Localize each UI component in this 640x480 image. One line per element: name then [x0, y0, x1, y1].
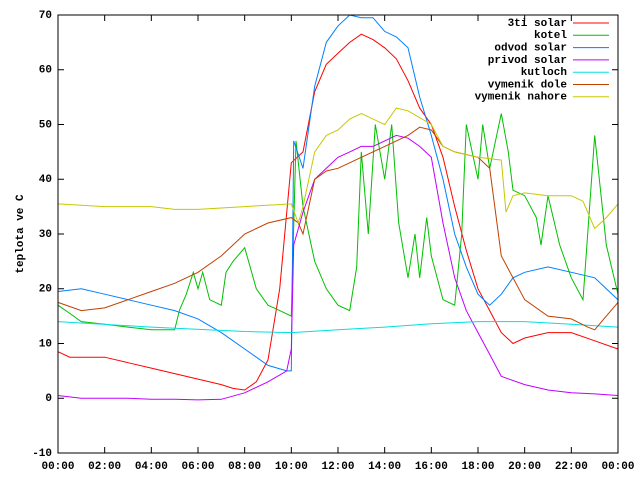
series-line	[57, 33, 619, 391]
plot-frame	[57, 14, 619, 454]
y-tick-label: 30	[39, 229, 52, 241]
legend-label: vymenik dole	[488, 79, 568, 91]
x-tick-label: 02:00	[88, 461, 121, 473]
legend-label: kutloch	[521, 67, 567, 79]
x-tick-label: 06:00	[181, 461, 214, 473]
x-tick-label: 12:00	[321, 461, 354, 473]
series-line	[57, 14, 619, 372]
x-tick-label: 10:00	[275, 461, 308, 473]
x-tick-label: 04:00	[135, 461, 168, 473]
x-tick-label: 08:00	[228, 461, 261, 473]
x-tick-label: 00:00	[41, 461, 74, 473]
series-line	[57, 113, 619, 331]
y-axis-label: teplota ve C	[15, 194, 27, 274]
y-tick-label: 40	[39, 174, 52, 186]
x-tick-label: 18:00	[461, 461, 494, 473]
y-tick-label: 50	[39, 119, 52, 131]
x-tick-label: 14:00	[368, 461, 401, 473]
x-tick-label: 00:00	[601, 461, 634, 473]
legend-label: odvod solar	[494, 43, 567, 55]
y-tick-label: 70	[39, 10, 52, 22]
series-line	[57, 134, 619, 401]
series-line	[57, 107, 619, 230]
x-tick-label: 20:00	[508, 461, 541, 473]
y-tick-label: 60	[39, 65, 52, 77]
legend-label: 3ti solar	[508, 18, 567, 30]
y-tick-label: 10	[39, 338, 52, 350]
legend-label: privod solar	[488, 55, 567, 67]
legend-label: kotel	[534, 30, 567, 42]
y-tick-label: -10	[32, 448, 52, 460]
series-line	[57, 321, 619, 334]
series-line	[57, 126, 619, 331]
legend-label: vymenik nahore	[475, 92, 568, 104]
y-tick-label: 0	[45, 393, 52, 405]
x-tick-label: 22:00	[555, 461, 588, 473]
x-tick-label: 16:00	[415, 461, 448, 473]
y-tick-label: 20	[39, 284, 52, 296]
